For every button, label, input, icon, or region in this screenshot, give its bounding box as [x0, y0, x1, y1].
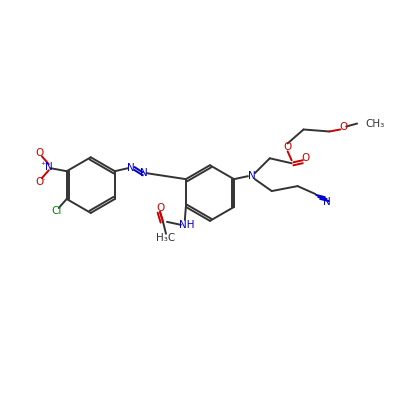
Text: O: O — [156, 203, 164, 213]
Text: N: N — [140, 168, 148, 178]
Text: -: - — [43, 178, 45, 183]
Text: H₃C: H₃C — [156, 233, 176, 243]
Text: Cl: Cl — [52, 206, 62, 216]
Text: N: N — [248, 171, 256, 181]
Text: O: O — [36, 177, 44, 187]
Text: O: O — [301, 153, 310, 163]
Text: N: N — [324, 197, 331, 207]
Text: NH: NH — [179, 220, 194, 230]
Text: O: O — [284, 142, 292, 152]
Text: +: + — [40, 161, 46, 166]
Text: CH₃: CH₃ — [365, 118, 384, 128]
Text: O: O — [36, 148, 44, 158]
Text: O: O — [339, 122, 347, 132]
Text: N: N — [127, 163, 135, 173]
Text: N: N — [45, 162, 53, 172]
